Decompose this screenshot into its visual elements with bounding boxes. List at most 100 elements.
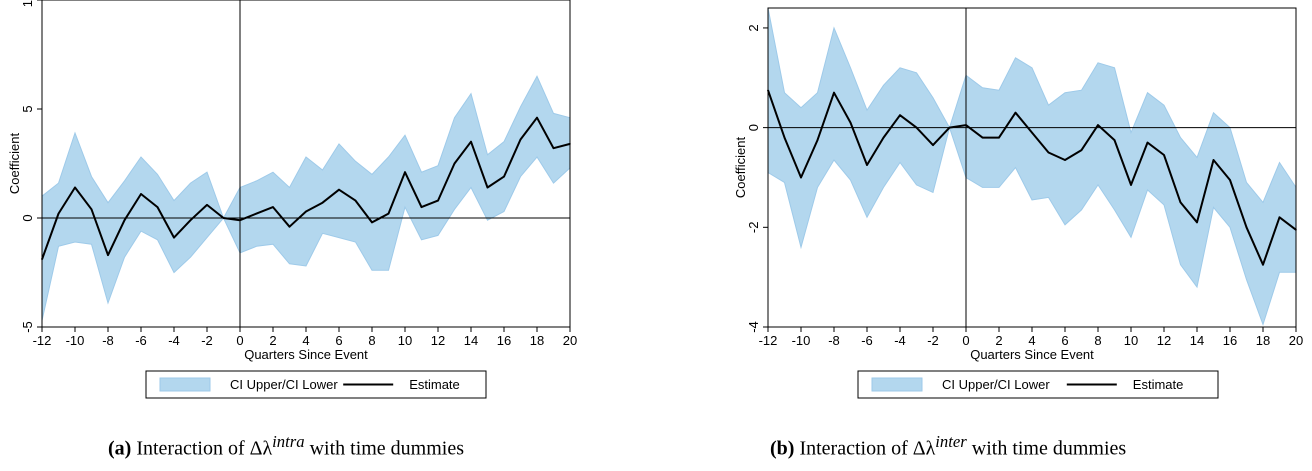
chart-b-x-tick-label: -6 [861, 333, 873, 348]
chart-a-estimate-point [503, 175, 505, 178]
chart-b-y-tick-label: -2 [746, 222, 761, 234]
chart-a-estimate-point [255, 212, 258, 215]
caption-b-sup: inter [935, 432, 967, 451]
chart-a-estimate-point [90, 208, 93, 211]
chart-b-estimate-point [932, 144, 934, 146]
chart-a-y-tick-label: 0 [20, 214, 35, 221]
chart-a-x-tick-label: -8 [102, 333, 114, 348]
chart-b-x-tick-label: 14 [1190, 333, 1204, 348]
chart-a-estimate-point [123, 219, 126, 221]
chart-b-estimate-point [1113, 139, 1116, 141]
chart-b-estimate-point [948, 126, 951, 129]
chart-b-x-tick-label: 18 [1256, 333, 1270, 348]
chart-a-estimate-point [57, 212, 60, 215]
chart-a: -12 -10 -8 -6 -4 -2 0 2 4 6 8 10 12 14 16 18 20 -5 0 5 10 Qua… [7, 0, 577, 399]
chart-b-x-tick-label: 20 [1289, 333, 1303, 348]
chart-a-estimate-point [371, 221, 373, 224]
chart-a-estimate-point [288, 225, 291, 228]
chart-b-estimate-point [1163, 154, 1165, 156]
chart-b-estimate-point [1196, 221, 1198, 224]
chart-a-estimate-point [519, 138, 522, 141]
chart-b-estimate-point [1031, 131, 1033, 134]
chart-b-legend-label-ci: CI Upper/CI Lower [942, 377, 1050, 392]
chart-b-estimate-point [1245, 226, 1248, 229]
chart-a-ci-band [41, 75, 571, 321]
chart-a-x-tick-label: 12 [431, 333, 445, 348]
chart-b-estimate-point [998, 136, 1000, 139]
chart-b-x-tick-label: 10 [1124, 333, 1138, 348]
chart-b-x-tick-label: 8 [1094, 333, 1101, 348]
chart-a-x-tick-label: 6 [335, 333, 342, 348]
chart-b-x-tick-label: -2 [927, 333, 939, 348]
chart-a-x-tick-label: 0 [236, 333, 243, 348]
chart-b-estimate-point [1212, 159, 1215, 161]
chart-b-estimate-point [981, 136, 984, 139]
chart-a-estimate-point [486, 186, 489, 189]
chart-a-legend-label-ci: CI Upper/CI Lower [230, 377, 338, 392]
chart-b-x-tick-label: 0 [962, 333, 969, 348]
chart-a-x-tick-label: -12 [33, 333, 52, 348]
chart-a-estimate-point [552, 147, 555, 150]
chart-b-estimate-point [1179, 201, 1182, 204]
chart-a-estimate-point [305, 210, 307, 213]
caption-b-pre: Interaction of Δλ [799, 437, 936, 460]
chart-a-x-tick-label: 16 [497, 333, 511, 348]
chart-a-x-tick-label: -6 [135, 333, 147, 348]
caption-b-post: with time dummies [966, 437, 1127, 460]
chart-b-x-tick-label: -4 [894, 333, 906, 348]
chart-b-estimate-point [833, 91, 835, 94]
chart-b-x-tick-label: 6 [1061, 333, 1068, 348]
caption-b-label: (b) [770, 437, 795, 460]
chart-a-estimate-point [453, 162, 456, 165]
chart-a-x-tick-label: 8 [368, 333, 375, 348]
chart-b-y-tick-label: 0 [746, 124, 761, 131]
chart-a-y-axis-title: Coefficient [7, 133, 22, 195]
chart-a-legend-box [145, 370, 487, 399]
chart-a-x-tick-label: 14 [464, 333, 478, 348]
chart-a-estimate-point [74, 186, 76, 189]
chart-b-estimate-point [1047, 151, 1050, 154]
chart-a-y-tick-label: 5 [20, 105, 35, 112]
chart-a-estimate-point [173, 236, 175, 239]
chart-a-x-tick-label: 4 [302, 333, 309, 348]
chart-b-legend-label-estimate: Estimate [1133, 377, 1184, 392]
chart-a-estimate-point [189, 219, 192, 221]
chart-a-estimate-point [222, 217, 225, 219]
chart-b-estimate-point [1097, 124, 1099, 126]
chart-a-estimate-point [536, 116, 538, 119]
chart-a-estimate-point [156, 206, 159, 208]
chart-b-estimate-point [849, 121, 852, 124]
chart-b-x-tick-label: -12 [759, 333, 778, 348]
chart-b-x-tick-label: 12 [1157, 333, 1171, 348]
chart-b-x-axis-title: Quarters Since Event [970, 347, 1094, 362]
caption-b: (b) Interaction of Δλinter with time dum… [770, 432, 1126, 461]
chart-a-estimate-point [321, 201, 324, 204]
chart-b-ci-band [767, 7, 1297, 327]
chart-a-estimate-point [140, 193, 142, 195]
chart-b-estimate-point [899, 114, 901, 116]
chart-b-x-tick-label: 2 [995, 333, 1002, 348]
chart-b-estimate-point [1130, 184, 1132, 186]
chart-b-estimate-point [816, 139, 819, 141]
chart-b-x-tick-label: 4 [1028, 333, 1035, 348]
chart-a-estimate-point [437, 199, 439, 202]
chart-b-y-axis-title: Coefficient [733, 137, 748, 199]
chart-a-estimate-point [420, 206, 423, 208]
chart-a-estimate-point [387, 212, 390, 215]
chart-b-estimate-point [866, 164, 868, 166]
chart-a-estimate-point [239, 219, 241, 221]
chart-a-estimate-point [206, 204, 208, 206]
chart-b-estimate-point [800, 176, 802, 179]
caption-a-label: (a) [108, 437, 132, 460]
chart-a-legend-label-estimate: Estimate [409, 377, 460, 392]
chart-b-estimate-point [1278, 216, 1281, 219]
chart-b: -12 -10 -8 -6 -4 -2 0 2 4 6 8 10 12 14 16 18 20-4-202Qua… [733, 7, 1303, 399]
chart-a-x-tick-label: -10 [66, 333, 85, 348]
chart-b-estimate-point [1080, 149, 1083, 151]
chart-a-x-tick-label: -2 [201, 333, 213, 348]
chart-a-x-axis-title: Quarters Since Event [244, 347, 368, 362]
chart-a-x-tick-label: 18 [530, 333, 544, 348]
chart-b-estimate-point [882, 136, 885, 139]
chart-b-estimate-point [1064, 159, 1066, 161]
